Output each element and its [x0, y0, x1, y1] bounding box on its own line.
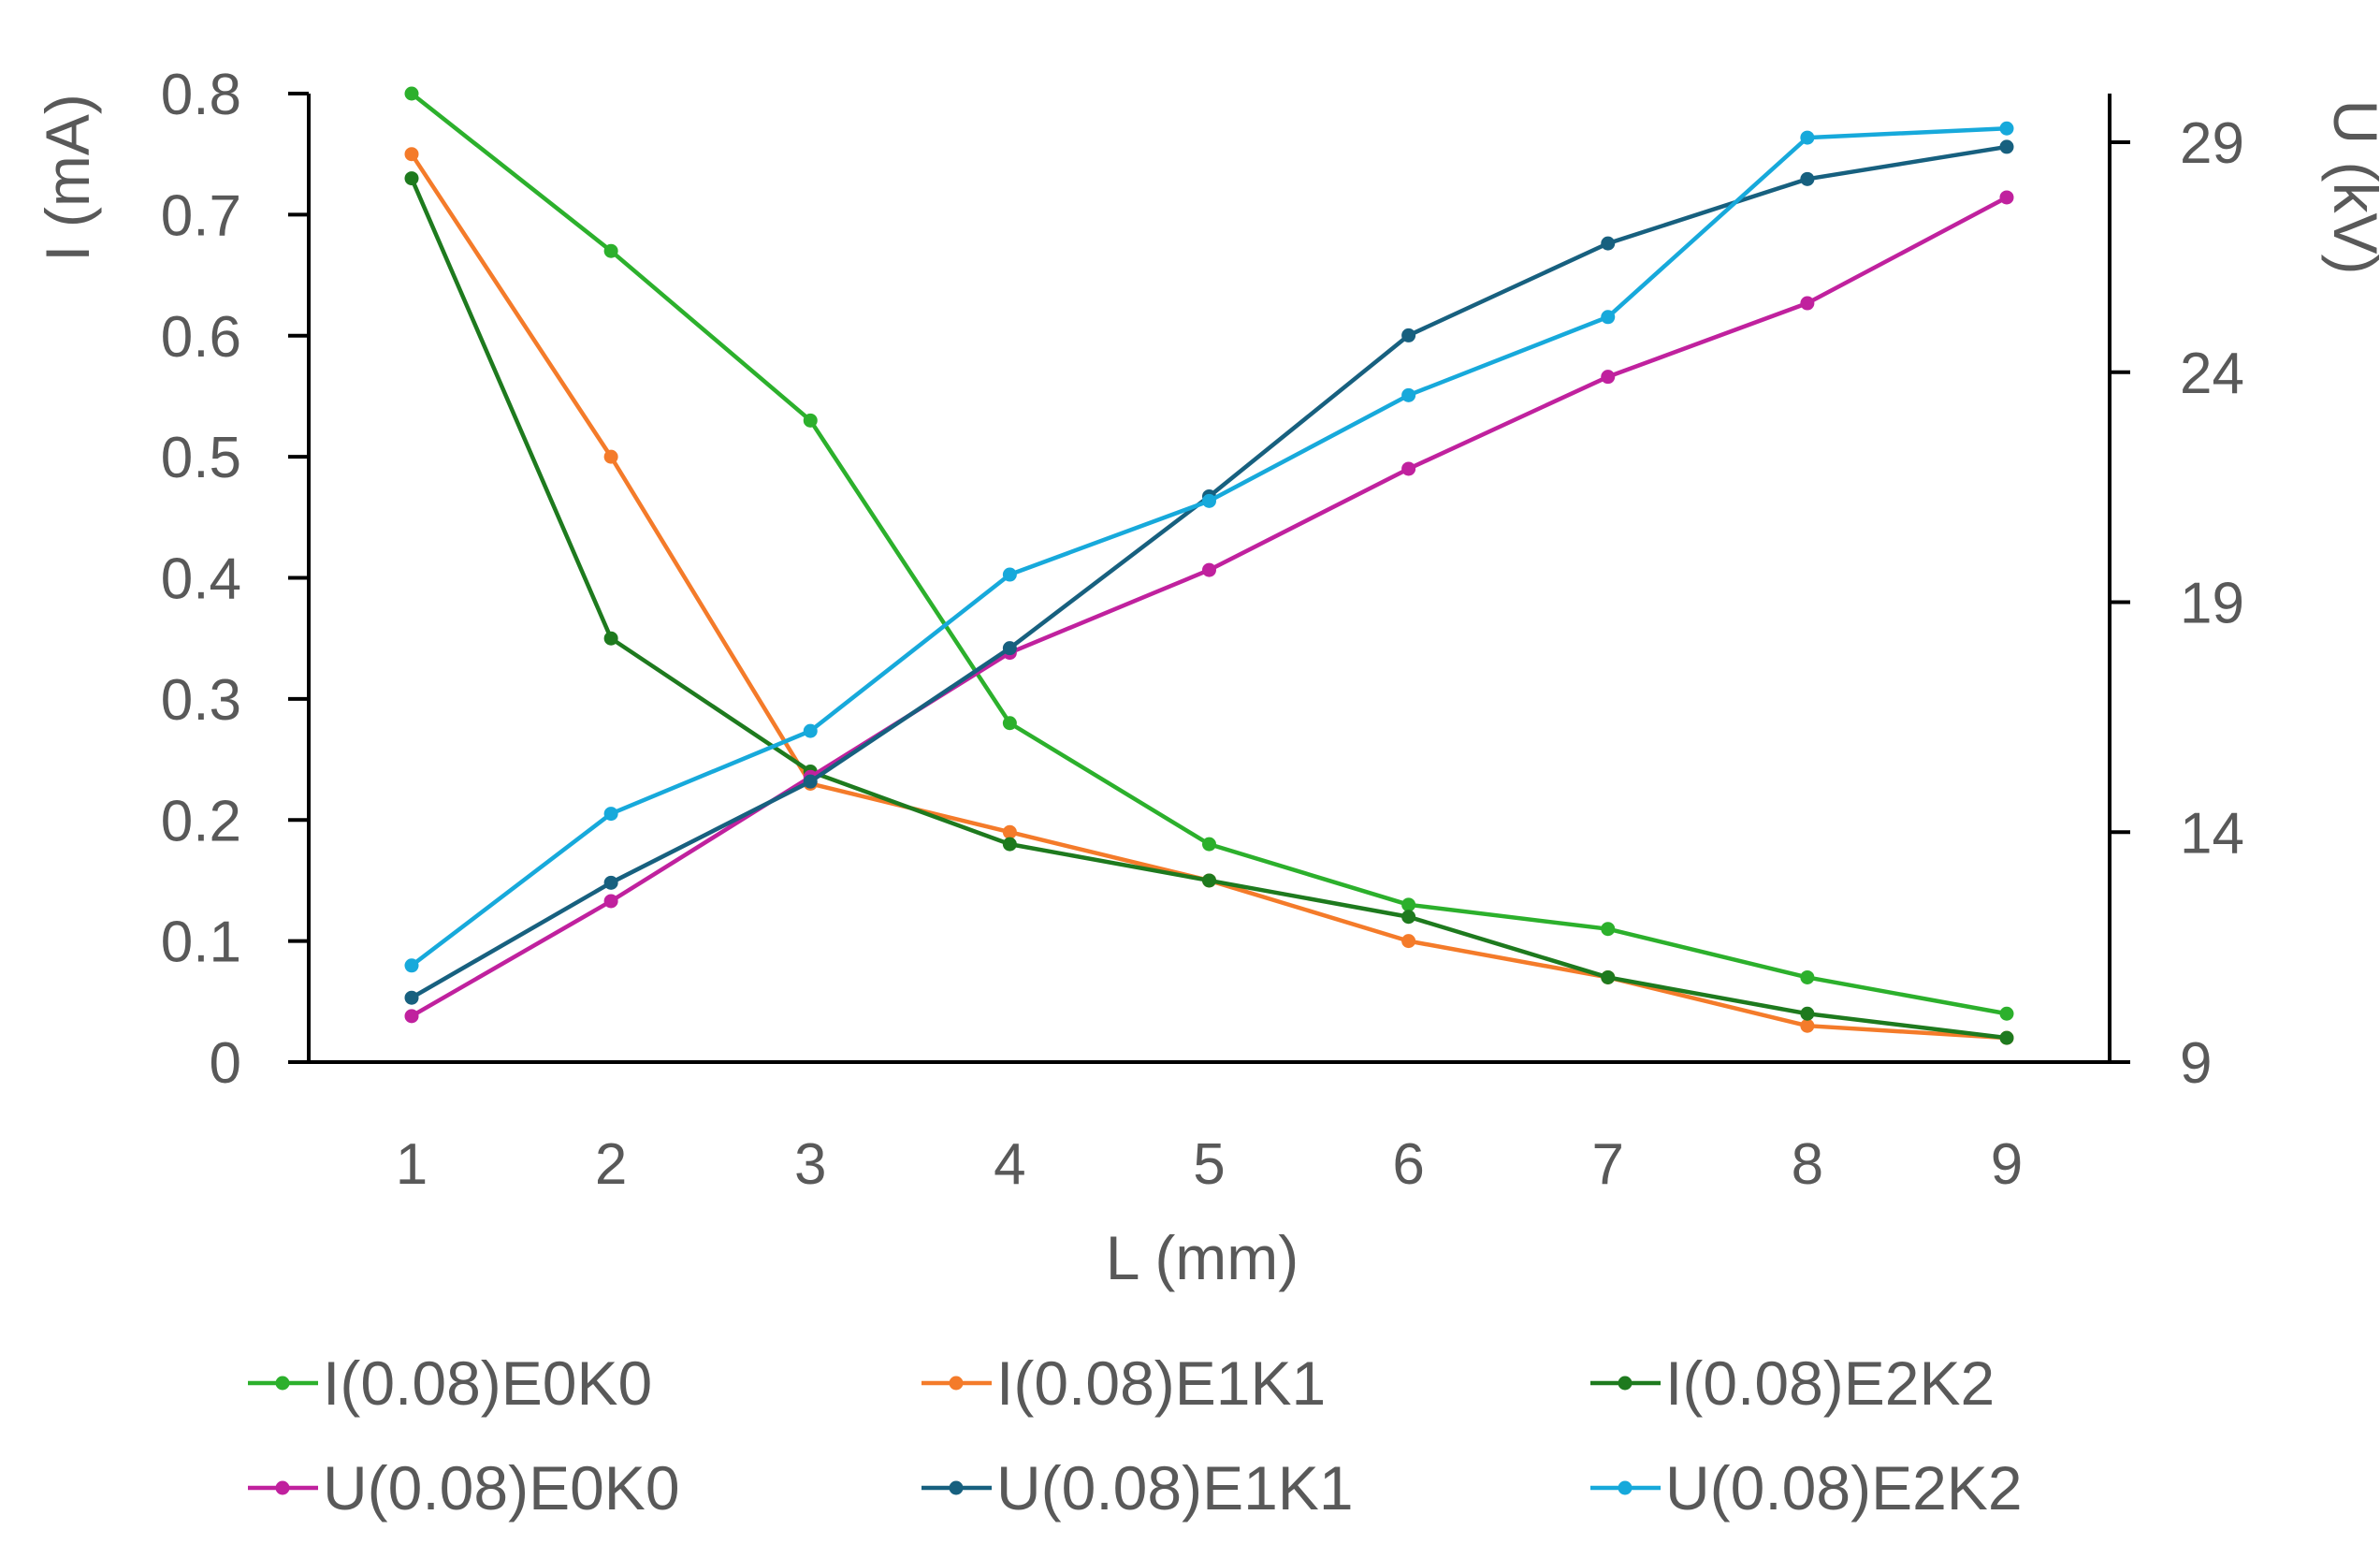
- data-point: [1401, 897, 1416, 912]
- data-point: [404, 958, 419, 973]
- legend-swatch-marker: [949, 1376, 964, 1391]
- legend: I(0.08)E0K0 I(0.08)E1K1 I(0.08)E2K2 U(0.08)…: [248, 1348, 2023, 1523]
- legend-label: U(0.08)E1K1: [996, 1453, 1354, 1523]
- data-point: [404, 1009, 419, 1024]
- legend-swatch-marker: [1618, 1480, 1633, 1495]
- data-point: [1800, 1018, 1815, 1033]
- data-point: [1800, 1006, 1815, 1021]
- legend-label: U(0.08)E2K2: [1665, 1453, 2023, 1523]
- data-point: [803, 774, 818, 789]
- data-point: [603, 875, 618, 890]
- data-point: [1401, 461, 1416, 476]
- legend-label: I(0.08)E1K1: [996, 1348, 1326, 1418]
- data-point: [1202, 562, 1216, 577]
- legend-label: I(0.08)E0K0: [323, 1348, 652, 1418]
- data-point: [1002, 716, 1017, 731]
- series-line: [409, 177, 2008, 1041]
- x-tick-label: 7: [1592, 1132, 1624, 1197]
- data-point: [1800, 296, 1815, 311]
- data-point: [1999, 1006, 2014, 1021]
- right-axis-title: U (kV): [2321, 100, 2380, 275]
- left-tick-label: 0.5: [161, 426, 241, 490]
- data-point: [404, 990, 419, 1005]
- x-axis-ticks: 1 2 3 4 5 6 7 8 9: [396, 1132, 2023, 1197]
- data-point: [404, 86, 419, 101]
- left-axis-title: I (mA): [33, 94, 102, 262]
- data-point: [1002, 641, 1017, 656]
- series-line: [410, 195, 2009, 1018]
- left-axis-ticks: 0 0.1 0.2 0.3 0.4 0.5 0.6 0.7 0.8: [161, 63, 309, 1096]
- legend-swatch-marker: [275, 1376, 290, 1391]
- x-tick-label: 2: [595, 1132, 627, 1197]
- data-point: [1401, 910, 1416, 925]
- axes: [307, 94, 2112, 1064]
- data-point: [603, 807, 618, 822]
- data-point: [404, 147, 419, 162]
- data-point: [603, 449, 618, 464]
- legend-swatch-marker: [949, 1480, 964, 1495]
- right-tick-label: 14: [2180, 801, 2244, 866]
- left-tick-label: 0: [210, 1031, 241, 1096]
- data-point: [1601, 310, 1616, 325]
- data-point: [1999, 121, 2014, 136]
- data-point: [1401, 934, 1416, 949]
- x-tick-label: 8: [1792, 1132, 1823, 1197]
- data-point: [603, 894, 618, 909]
- left-tick-label: 0.1: [161, 911, 241, 975]
- right-tick-label: 24: [2180, 342, 2244, 406]
- legend-label: U(0.08)E0K0: [323, 1453, 680, 1523]
- data-point: [1999, 139, 2014, 154]
- left-tick-label: 0.4: [161, 547, 241, 612]
- left-tick-label: 0.2: [161, 789, 241, 853]
- data-point: [1002, 824, 1017, 839]
- data-point: [803, 723, 818, 738]
- data-point: [1202, 873, 1216, 888]
- data-point: [404, 171, 419, 186]
- series-group: [404, 86, 2014, 1045]
- right-tick-label: 9: [2180, 1031, 2212, 1096]
- right-tick-label: 29: [2180, 111, 2244, 176]
- left-tick-label: 0.6: [161, 305, 241, 370]
- left-tick-label: 0.7: [161, 183, 241, 248]
- data-point: [1601, 370, 1616, 385]
- legend-swatch-marker: [275, 1480, 290, 1495]
- data-point: [1401, 387, 1416, 402]
- right-axis-ticks: 9 14 19 24 29: [2110, 111, 2244, 1096]
- data-point: [1999, 1030, 2014, 1045]
- data-point: [1002, 567, 1017, 582]
- data-point: [1601, 922, 1616, 937]
- legend-swatch-marker: [1618, 1376, 1633, 1391]
- x-tick-label: 9: [1991, 1132, 2023, 1197]
- left-tick-label: 0.3: [161, 668, 241, 733]
- data-point: [1999, 190, 2014, 205]
- data-point: [603, 631, 618, 646]
- x-tick-label: 1: [396, 1132, 428, 1197]
- data-point: [803, 413, 818, 428]
- x-tick-label: 3: [794, 1132, 826, 1197]
- data-point: [1002, 837, 1017, 852]
- x-tick-label: 6: [1392, 1132, 1424, 1197]
- data-point: [603, 243, 618, 258]
- data-point: [1601, 236, 1616, 251]
- legend-label: I(0.08)E2K2: [1665, 1348, 1995, 1418]
- data-point: [1202, 493, 1216, 508]
- x-tick-label: 5: [1193, 1132, 1225, 1197]
- data-point: [1800, 171, 1815, 186]
- right-tick-label: 19: [2180, 572, 2244, 636]
- left-tick-label: 0.8: [161, 63, 241, 127]
- data-point: [1401, 328, 1416, 342]
- data-point: [1800, 969, 1815, 984]
- data-point: [1601, 969, 1616, 984]
- x-tick-label: 4: [994, 1132, 1025, 1197]
- data-point: [1202, 837, 1216, 852]
- x-axis-title: L (mm): [1106, 1223, 1299, 1292]
- data-point: [1800, 130, 1815, 145]
